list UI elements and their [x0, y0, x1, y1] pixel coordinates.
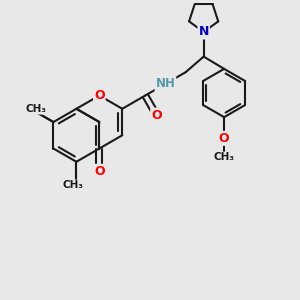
Text: CH₃: CH₃ [25, 104, 46, 114]
Text: O: O [94, 165, 105, 178]
Text: CH₃: CH₃ [214, 152, 235, 162]
Text: NH: NH [155, 77, 176, 90]
Text: CH₃: CH₃ [63, 180, 84, 190]
Text: O: O [94, 89, 105, 102]
Text: O: O [219, 132, 230, 145]
Text: N: N [199, 26, 209, 38]
Text: O: O [151, 109, 162, 122]
